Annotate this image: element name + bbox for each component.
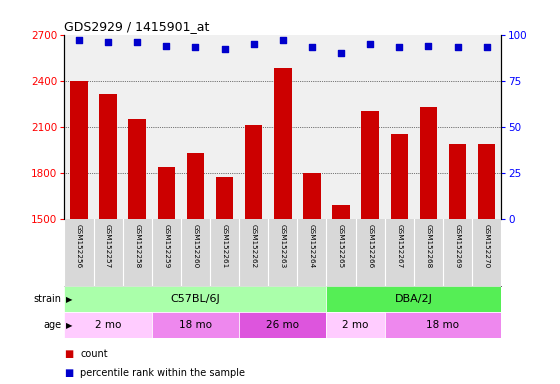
Bar (274, 68, 292, 219)
Point (220, 46, 229, 52)
Text: ▶: ▶ (66, 295, 72, 304)
Bar (385, 312, 501, 338)
Bar (64, 312, 152, 338)
Bar (326, 286, 501, 312)
Text: GSM152267: GSM152267 (396, 224, 402, 268)
Bar (419, 107, 437, 219)
Text: GSM152262: GSM152262 (251, 224, 256, 268)
Text: C57BL/6J: C57BL/6J (171, 294, 220, 304)
Text: GSM152268: GSM152268 (426, 224, 431, 268)
Point (133, 39, 142, 45)
Text: 26 mo: 26 mo (267, 320, 299, 330)
Bar (449, 144, 466, 219)
Bar (478, 144, 496, 219)
Text: GSM152265: GSM152265 (338, 224, 344, 268)
Point (395, 45, 404, 51)
Text: GSM152260: GSM152260 (193, 224, 198, 268)
Bar (64, 286, 326, 312)
Text: GSM152257: GSM152257 (105, 224, 111, 268)
Bar (390, 134, 408, 219)
Text: GSM152258: GSM152258 (134, 224, 140, 268)
Text: GSM152263: GSM152263 (280, 224, 286, 268)
Point (482, 45, 491, 51)
Text: GSM152266: GSM152266 (367, 224, 373, 268)
Text: 2 mo: 2 mo (95, 320, 122, 330)
Text: DBA/2J: DBA/2J (395, 294, 433, 304)
Point (366, 41, 375, 47)
Bar (326, 312, 385, 338)
Bar (239, 312, 326, 338)
Bar (99, 94, 117, 219)
Text: 2 mo: 2 mo (342, 320, 369, 330)
Bar (70, 81, 88, 219)
Bar (157, 167, 175, 219)
Text: GDS2929 / 1415901_at: GDS2929 / 1415901_at (64, 20, 210, 33)
Text: ■: ■ (64, 349, 74, 359)
Text: GSM152261: GSM152261 (222, 224, 227, 268)
Bar (303, 173, 321, 219)
Text: GSM152270: GSM152270 (484, 224, 489, 268)
Point (191, 45, 200, 51)
Bar (332, 205, 350, 219)
Point (104, 39, 113, 45)
Text: ■: ■ (64, 368, 74, 378)
Bar (216, 177, 234, 219)
Point (74, 37, 83, 43)
Point (278, 37, 287, 43)
Text: age: age (44, 320, 62, 330)
Text: GSM152256: GSM152256 (76, 224, 82, 268)
Text: 18 mo: 18 mo (179, 320, 212, 330)
Bar (361, 111, 379, 219)
Bar (128, 119, 146, 219)
Point (307, 45, 316, 51)
Bar (186, 153, 204, 219)
Point (162, 43, 171, 49)
Point (424, 43, 433, 49)
Text: ▶: ▶ (66, 321, 72, 330)
Text: strain: strain (34, 294, 62, 304)
Text: 18 mo: 18 mo (427, 320, 459, 330)
Text: percentile rank within the sample: percentile rank within the sample (80, 368, 245, 378)
Point (337, 50, 346, 56)
Text: count: count (80, 349, 108, 359)
Point (453, 45, 462, 51)
Bar (245, 125, 263, 219)
Bar (152, 312, 239, 338)
Text: GSM152264: GSM152264 (309, 224, 315, 268)
Text: GSM152259: GSM152259 (164, 224, 169, 268)
Point (249, 41, 258, 47)
Text: GSM152269: GSM152269 (455, 224, 460, 268)
